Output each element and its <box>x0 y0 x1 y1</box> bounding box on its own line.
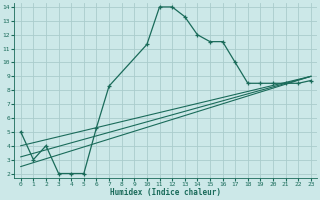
X-axis label: Humidex (Indice chaleur): Humidex (Indice chaleur) <box>110 188 221 197</box>
